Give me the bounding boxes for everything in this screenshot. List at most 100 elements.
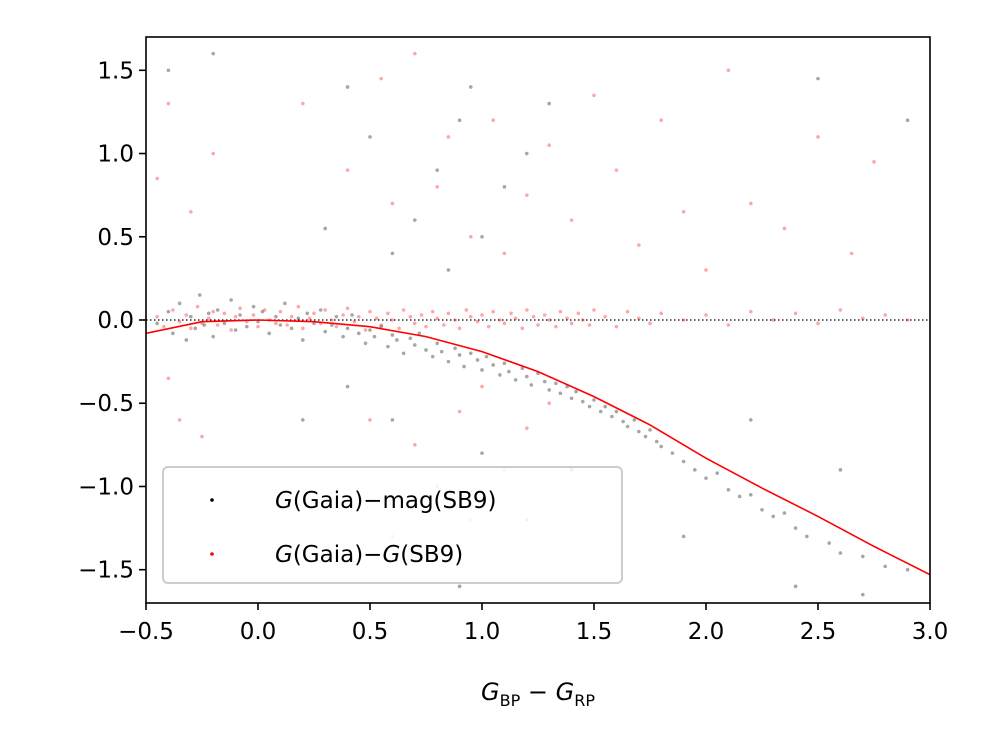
data-point — [726, 68, 731, 73]
data-point — [531, 314, 536, 319]
data-point — [401, 351, 406, 356]
data-point — [883, 564, 887, 569]
data-point — [659, 118, 663, 123]
data-point — [502, 251, 507, 256]
data-point — [603, 314, 607, 319]
data-point — [413, 321, 417, 326]
data-point — [547, 388, 551, 392]
data-point — [610, 414, 614, 419]
data-point — [849, 251, 854, 256]
data-point — [625, 424, 630, 429]
data-point — [374, 316, 379, 321]
data-point — [637, 429, 641, 434]
data-point — [424, 324, 428, 329]
data-point — [245, 324, 249, 329]
data-point — [520, 366, 525, 371]
data-point — [681, 534, 686, 539]
y-tick-label: −1.0 — [78, 474, 134, 500]
data-point — [614, 168, 619, 172]
y-tick-label: 0.5 — [97, 225, 134, 251]
data-point — [525, 426, 529, 431]
data-point — [363, 328, 368, 332]
data-point — [480, 451, 484, 455]
data-point — [171, 331, 175, 336]
data-point — [771, 514, 775, 519]
data-point — [162, 324, 166, 329]
data-point — [726, 488, 731, 492]
data-point — [654, 439, 659, 444]
data-point — [574, 389, 578, 394]
data-point — [305, 311, 310, 316]
data-point — [206, 311, 211, 316]
legend-marker-black — [210, 498, 214, 502]
x-tick-label: 3.0 — [912, 619, 949, 645]
data-point — [166, 101, 171, 106]
data-point — [417, 331, 422, 336]
data-point — [681, 318, 686, 322]
data-point — [372, 334, 377, 339]
data-point — [838, 468, 843, 472]
data-point — [379, 323, 384, 327]
data-point — [905, 318, 910, 322]
data-point — [345, 306, 350, 311]
data-point — [285, 323, 289, 327]
x-tick-label: 1.5 — [576, 619, 613, 645]
data-point — [805, 534, 809, 539]
data-point — [502, 185, 507, 189]
data-point — [206, 316, 211, 321]
data-point — [491, 118, 496, 123]
data-point — [457, 353, 462, 357]
data-point — [502, 361, 507, 366]
data-point — [782, 226, 787, 231]
y-tick-label: 1.0 — [97, 142, 134, 168]
data-point — [536, 323, 540, 327]
data-point — [390, 318, 395, 322]
data-point — [704, 268, 708, 272]
data-point — [513, 316, 518, 321]
data-point — [386, 311, 390, 316]
data-point — [726, 323, 731, 327]
data-point — [576, 311, 581, 316]
data-point — [749, 309, 753, 314]
data-point — [569, 321, 574, 326]
data-point — [357, 331, 361, 336]
data-point — [439, 349, 444, 354]
data-point — [581, 318, 585, 322]
data-point — [155, 176, 159, 181]
data-point — [435, 168, 440, 172]
data-point — [435, 341, 440, 346]
data-point — [334, 324, 339, 329]
data-point — [189, 209, 193, 214]
data-point — [838, 551, 843, 555]
data-point — [498, 318, 502, 322]
data-point — [457, 118, 462, 123]
data-point — [435, 316, 440, 321]
data-point — [350, 313, 354, 317]
data-point — [603, 404, 607, 409]
data-point — [323, 226, 328, 231]
data-point — [368, 309, 372, 314]
data-point — [330, 318, 334, 322]
data-point — [200, 434, 204, 439]
data-point — [782, 511, 787, 515]
data-point — [397, 326, 401, 331]
data-point — [749, 418, 753, 422]
data-point — [278, 323, 283, 327]
data-point — [189, 314, 193, 319]
data-point — [155, 314, 159, 319]
data-point — [430, 309, 435, 314]
data-point — [861, 592, 865, 597]
data-point — [341, 334, 345, 339]
data-point — [883, 313, 887, 317]
data-point — [345, 168, 350, 172]
data-point — [525, 374, 529, 379]
data-point — [486, 324, 491, 329]
data-point — [368, 328, 372, 332]
data-point — [166, 68, 171, 73]
data-point — [413, 343, 417, 347]
data-point — [704, 313, 708, 317]
data-point — [469, 351, 473, 356]
data-point — [525, 151, 529, 156]
data-point — [469, 234, 473, 239]
